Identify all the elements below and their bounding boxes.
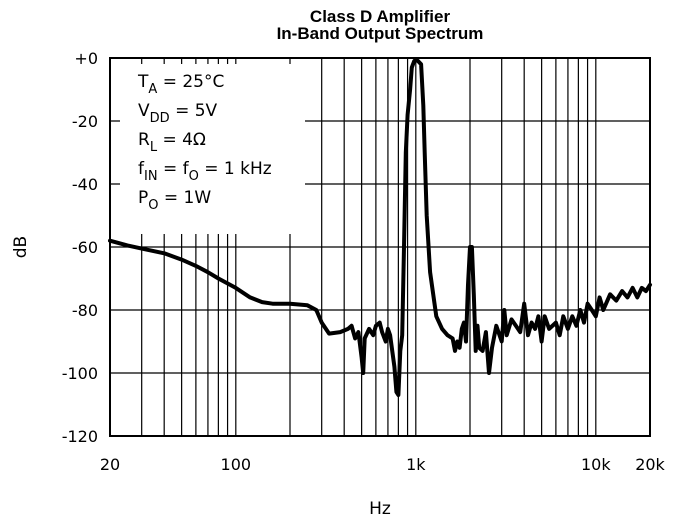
x-tick-label: 1k [406, 455, 426, 474]
y-tick-label: -120 [62, 427, 98, 446]
chart-title: Class D Amplifier [309, 7, 451, 26]
y-tick-label: -40 [72, 175, 98, 194]
annotation-background [120, 64, 305, 234]
y-axis-label: dB [11, 236, 31, 258]
y-tick-label: -80 [72, 301, 98, 320]
y-tick-label: -60 [72, 238, 98, 257]
y-tick-label: +0 [74, 49, 98, 68]
annotation-line: TA = 25°C [137, 72, 224, 97]
annotation-line: PO = 1W [138, 188, 211, 213]
spectrum-line [108, 57, 652, 398]
y-tick-label: -20 [72, 112, 98, 131]
y-tick-label: -100 [62, 364, 98, 383]
chart-subtitle: In-Band Output Spectrum [276, 24, 484, 43]
x-tick-label: 20 [100, 455, 120, 474]
annotation-line: fIN = fO = 1 kHz [138, 159, 272, 184]
annotation-block: TA = 25°C VDD = 5V RL = 4Ω fIN = fO = 1 kHz… [137, 72, 272, 213]
annotation-line: VDD = 5V [138, 101, 218, 126]
x-tick-label: 10k [581, 455, 611, 474]
x-tick-label: 100 [221, 455, 252, 474]
plot-frame [109, 57, 651, 437]
x-axis-label: Hz [369, 499, 391, 518]
annotation-line: RL = 4Ω [138, 130, 206, 155]
x-tick-label: 20k [635, 455, 665, 474]
